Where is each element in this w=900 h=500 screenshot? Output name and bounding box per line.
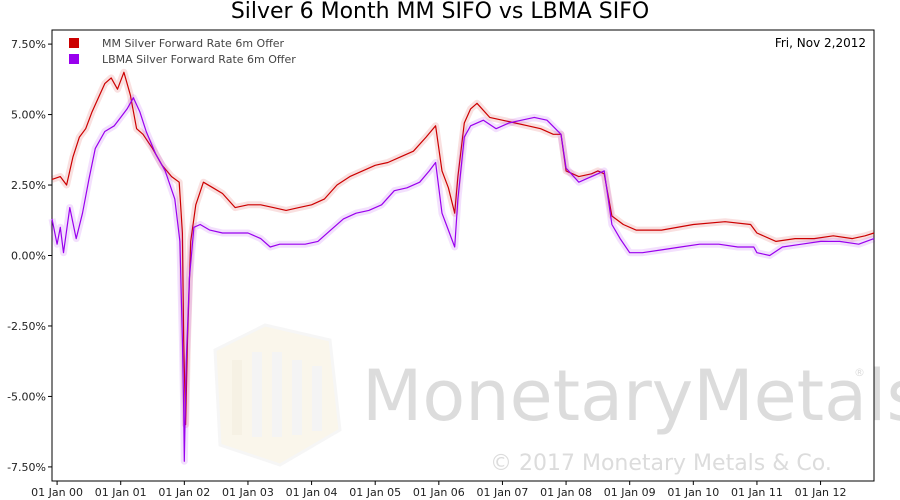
series-line-0 bbox=[51, 71, 875, 426]
y-axis: 7.50% 5.00% 2.50% 0.00% -2.50% -5.00% -7.50% bbox=[7, 38, 52, 474]
chart-date-label: Fri, Nov 2,2012 bbox=[775, 36, 866, 50]
x-tick-label: 01 Jan 01 bbox=[95, 486, 147, 499]
series-layer bbox=[48, 68, 876, 465]
x-tick-label: 01 Jan 10 bbox=[667, 486, 719, 499]
series-line-1 bbox=[51, 97, 875, 462]
y-tick-label: 5.00% bbox=[11, 109, 46, 122]
x-tick-label: 01 Jan 05 bbox=[349, 486, 401, 499]
y-tick-label: -5.00% bbox=[7, 390, 46, 403]
x-tick-label: 01 Jan 11 bbox=[731, 486, 783, 499]
watermark: MonetaryMetals ® © 2017 Monetary Metals … bbox=[213, 323, 900, 476]
y-tick-label: -2.50% bbox=[7, 320, 46, 333]
x-tick-label: 01 Jan 07 bbox=[476, 486, 528, 499]
legend-swatch-lbma bbox=[69, 54, 79, 64]
legend-label-mm: MM Silver Forward Rate 6m Offer bbox=[102, 37, 285, 50]
legend-label-lbma: LBMA Silver Forward Rate 6m Offer bbox=[102, 53, 296, 66]
y-tick-label: 7.50% bbox=[11, 38, 46, 51]
watermark-copyright: © 2017 Monetary Metals & Co. bbox=[490, 451, 832, 476]
x-tick-label: 01 Jan 09 bbox=[604, 486, 656, 499]
chart-title: Silver 6 Month MM SIFO vs LBMA SIFO bbox=[231, 0, 649, 24]
watermark-logo-icon bbox=[213, 323, 342, 467]
x-axis: 01 Jan 00 01 Jan 01 01 Jan 02 01 Jan 03 01 J… bbox=[31, 481, 847, 499]
watermark-brand: MonetaryMetals bbox=[362, 355, 900, 437]
x-tick-label: 01 Jan 08 bbox=[540, 486, 592, 499]
x-tick-label: 01 Jan 03 bbox=[222, 486, 274, 499]
x-tick-label: 01 Jan 12 bbox=[795, 486, 847, 499]
y-tick-label: -7.50% bbox=[7, 461, 46, 474]
x-tick-label: 01 Jan 02 bbox=[158, 486, 210, 499]
y-tick-label: 0.00% bbox=[11, 250, 46, 263]
watermark-registered: ® bbox=[854, 366, 865, 379]
y-tick-label: 2.50% bbox=[11, 179, 46, 192]
x-tick-label: 01 Jan 04 bbox=[286, 486, 338, 499]
x-tick-label: 01 Jan 06 bbox=[413, 486, 465, 499]
legend: MM Silver Forward Rate 6m Offer LBMA Sil… bbox=[69, 37, 296, 66]
x-tick-label: 01 Jan 00 bbox=[31, 486, 83, 499]
legend-swatch-mm bbox=[69, 38, 79, 48]
